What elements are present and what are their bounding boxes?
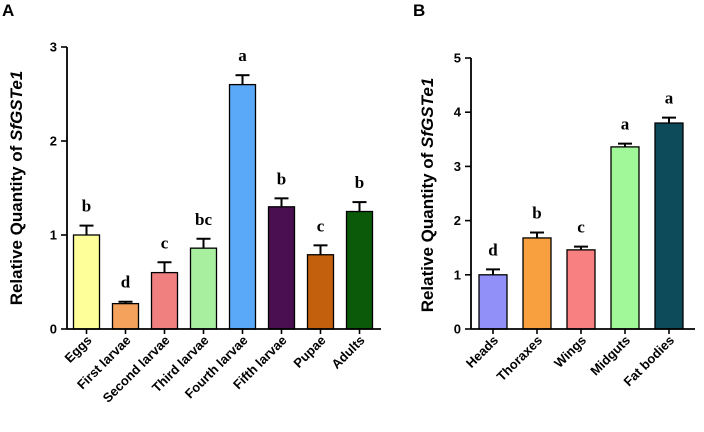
panel-a-y-tick-label: 1 bbox=[50, 228, 57, 243]
panel-b-bar bbox=[610, 146, 640, 330]
panel-a-bar bbox=[150, 271, 179, 330]
panel-a-significance-label: a bbox=[238, 46, 247, 65]
panel-b-category-label: Heads bbox=[463, 333, 501, 371]
panel-a-bar bbox=[228, 83, 257, 330]
panel-b-chart: B Relative Quantity of SfGSTe1 0 1 2 3 4 5 d b… bbox=[413, 1, 695, 389]
panel-a-category-label: Second larvae bbox=[100, 333, 173, 406]
panel-a-chart: A Relative Quantity of SfGSTe1 0 1 2 3 b d c b… bbox=[2, 1, 381, 405]
panel-a-bar bbox=[306, 254, 335, 330]
panel-b-significance-label: c bbox=[577, 218, 585, 237]
panel-a-y-tick-label: 3 bbox=[50, 40, 57, 55]
panel-b-y-tick-label: 1 bbox=[454, 267, 461, 282]
panel-a-y-tick-label: 0 bbox=[50, 322, 57, 337]
panel-b-y-tick-label: 2 bbox=[454, 213, 461, 228]
panel-b-bar bbox=[478, 274, 508, 330]
panel-b-category-label: Thoraxes bbox=[494, 333, 545, 384]
panel-a-category-label: Eggs bbox=[62, 333, 95, 366]
panel-a-significance-label: d bbox=[121, 273, 131, 292]
panel-b-y-axis-title: Relative Quantity of SfGSTe1 bbox=[418, 78, 437, 313]
panel-a-y-tick-label: 2 bbox=[50, 134, 57, 149]
panel-b-y-tick-label: 4 bbox=[454, 105, 462, 120]
panel-a-significance-label: bc bbox=[195, 210, 212, 229]
panel-b-significance-label: a bbox=[665, 89, 674, 108]
panel-a-bar bbox=[111, 302, 140, 330]
panel-b-significance-label: a bbox=[621, 115, 630, 134]
panel-a-significance-label: b bbox=[82, 197, 91, 216]
panel-b-significance-label: b bbox=[532, 204, 541, 223]
panel-a-y-axis-title: Relative Quantity of SfGSTe1 bbox=[7, 71, 26, 306]
panel-b-y-tick-label: 3 bbox=[454, 159, 461, 174]
panel-b-bar bbox=[522, 237, 552, 330]
panel-b-y-tick-label: 0 bbox=[454, 322, 461, 337]
panel-b-y-tick-label: 5 bbox=[454, 51, 461, 66]
panel-b-label: B bbox=[413, 1, 425, 20]
panel-a-label: A bbox=[2, 1, 14, 20]
panel-a-significance-label: b bbox=[277, 169, 286, 188]
panel-a-bar bbox=[345, 210, 374, 330]
panel-a-bar bbox=[267, 206, 296, 330]
panel-a-category-label: Pupae bbox=[290, 333, 328, 371]
panel-b-significance-label: d bbox=[488, 240, 498, 259]
panel-a-significance-label: b bbox=[355, 173, 364, 192]
panel-a-significance-label: c bbox=[161, 233, 169, 252]
panel-b-category-label: Wings bbox=[551, 333, 589, 371]
panel-a-bar bbox=[189, 247, 218, 330]
panel-b-bar bbox=[566, 249, 596, 330]
panel-a-bar bbox=[72, 234, 101, 330]
panel-a-significance-label: c bbox=[317, 216, 325, 235]
panel-a-category-label: Adults bbox=[328, 333, 367, 372]
panel-b-bar bbox=[654, 122, 684, 330]
